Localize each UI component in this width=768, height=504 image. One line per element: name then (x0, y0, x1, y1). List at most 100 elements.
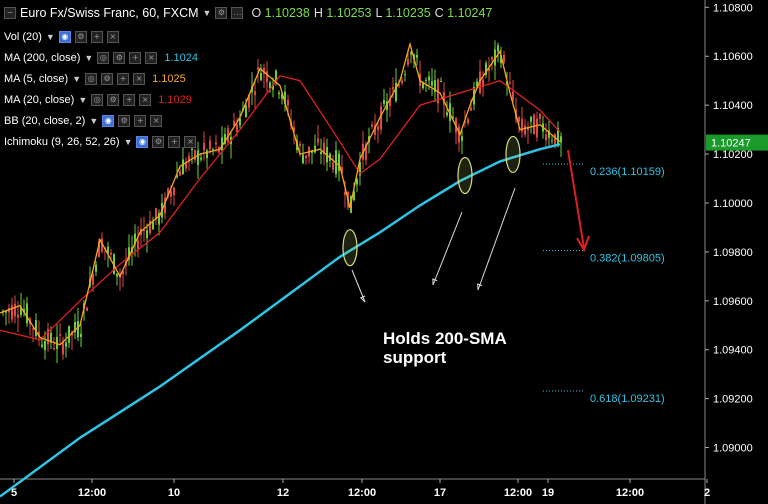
add-icon[interactable]: + (168, 136, 181, 148)
symbol-title[interactable]: Euro Fx/Swiss Franc, 60, FXCM (20, 6, 199, 20)
candle-body (236, 124, 238, 133)
candle-body (191, 148, 193, 151)
eye-icon[interactable]: ◉ (102, 115, 115, 127)
settings-icon[interactable]: ⚙ (215, 7, 228, 19)
candle-body (521, 118, 523, 132)
close-icon[interactable]: × (150, 115, 163, 127)
candle-body (356, 179, 358, 185)
chevron-down-icon[interactable]: ▼ (72, 74, 82, 84)
candle-body (128, 247, 130, 260)
settings-icon[interactable]: ⚙ (107, 94, 120, 106)
candle-body (500, 55, 502, 63)
candle-body (527, 128, 529, 131)
indicator-row[interactable]: Ichimoku (9, 26, 52, 26) ▼ ◉ ⚙ + × (4, 136, 197, 148)
candle-body (113, 254, 115, 274)
indicator-row[interactable]: Vol (20) ▼ ◉ ⚙ + × (4, 31, 119, 43)
x-tick-label: 17 (434, 487, 446, 499)
add-icon[interactable]: + (90, 31, 103, 43)
candle-body (65, 342, 67, 347)
candle-body (215, 142, 217, 145)
close-icon[interactable]: × (106, 31, 119, 43)
candle-body (545, 134, 547, 141)
annotation-line-2: support (383, 348, 447, 367)
candle-body (212, 149, 214, 151)
candle-body (467, 119, 469, 124)
collapse-icon[interactable]: − (4, 7, 16, 19)
ohlc-value: 1.10235 (385, 6, 431, 20)
annotation-arrow-head (477, 283, 483, 291)
x-tick-label: 12:00 (504, 487, 532, 499)
indicator-row[interactable]: MA (200, close) ▼ ◎ ⚙ + × 1.1024 (4, 52, 198, 64)
indicator-row[interactable]: MA (5, close) ▼ ◎ ⚙ + × 1.1025 (4, 73, 186, 85)
candle-body (512, 91, 514, 101)
candle-body (374, 125, 376, 135)
add-icon[interactable]: + (117, 73, 130, 85)
indicator-label[interactable]: MA (200, close) (4, 52, 81, 64)
close-icon[interactable]: × (133, 73, 146, 85)
projection-arrow-line (567, 149, 585, 249)
candle-body (98, 241, 100, 258)
close-icon[interactable]: × (145, 52, 158, 64)
eye-icon[interactable]: ◎ (85, 73, 98, 85)
candle-body (497, 45, 499, 52)
annotation-line-1: Holds 200-SMA (383, 329, 507, 348)
close-icon[interactable]: × (139, 94, 152, 106)
candle-body (341, 167, 343, 173)
current-price-label: 1.10247 (711, 138, 751, 150)
candle-body (68, 325, 70, 343)
candle-body (278, 92, 280, 95)
candle-body (353, 191, 355, 200)
settings-icon[interactable]: ⚙ (113, 52, 126, 64)
candle-body (305, 155, 307, 159)
add-icon[interactable]: + (123, 94, 136, 106)
chevron-down-icon[interactable]: ▼ (202, 8, 212, 18)
candle-body (35, 320, 37, 336)
indicator-row[interactable]: BB (20, close, 2) ▼ ◉ ⚙ + × (4, 115, 163, 127)
more-icon[interactable]: … (231, 7, 244, 19)
settings-icon[interactable]: ⚙ (101, 73, 114, 85)
indicator-label[interactable]: Vol (20) (4, 31, 42, 43)
candle-body (248, 94, 250, 108)
eye-icon[interactable]: ◉ (136, 136, 149, 148)
candle-body (395, 82, 397, 102)
chevron-down-icon[interactable]: ▼ (89, 116, 99, 126)
eye-icon[interactable]: ◎ (91, 94, 104, 106)
candle-body (221, 137, 223, 151)
fib-level-label: 0.382(1.09805) (590, 253, 665, 265)
candle-body (533, 114, 535, 135)
indicator-label[interactable]: Ichimoku (9, 26, 52, 26) (4, 136, 120, 148)
indicator-row[interactable]: MA (20, close) ▼ ◎ ⚙ + × 1.1029 (4, 94, 192, 106)
indicator-label[interactable]: MA (5, close) (4, 73, 69, 85)
eye-icon[interactable]: ◎ (97, 52, 110, 64)
candle-body (503, 54, 505, 63)
candle-body (44, 341, 46, 351)
eye-icon[interactable]: ◉ (58, 31, 71, 43)
candle-body (470, 107, 472, 111)
candle-body (524, 125, 526, 135)
candle-body (476, 81, 478, 87)
chevron-down-icon[interactable]: ▼ (45, 32, 55, 42)
settings-icon[interactable]: ⚙ (74, 31, 87, 43)
add-icon[interactable]: + (129, 52, 142, 64)
ohlc-key: O (251, 6, 265, 20)
candle-body (179, 171, 181, 176)
chevron-down-icon[interactable]: ▼ (123, 137, 133, 147)
x-tick-label: 19 (542, 487, 554, 499)
settings-icon[interactable]: ⚙ (152, 136, 165, 148)
series-line-ma20 (0, 75, 561, 341)
close-icon[interactable]: × (184, 136, 197, 148)
candle-body (134, 233, 136, 245)
indicator-label[interactable]: MA (20, close) (4, 94, 75, 106)
candle-body (47, 328, 49, 345)
candle-body (509, 82, 511, 84)
candle-body (263, 67, 265, 75)
indicator-label[interactable]: BB (20, close, 2) (4, 115, 86, 127)
candle-body (272, 84, 274, 90)
add-icon[interactable]: + (134, 115, 147, 127)
settings-icon[interactable]: ⚙ (118, 115, 131, 127)
chevron-down-icon[interactable]: ▼ (78, 95, 88, 105)
candle-body (26, 303, 28, 324)
chevron-down-icon[interactable]: ▼ (84, 53, 94, 63)
support-annotation: Holds 200-SMA support (383, 329, 507, 367)
